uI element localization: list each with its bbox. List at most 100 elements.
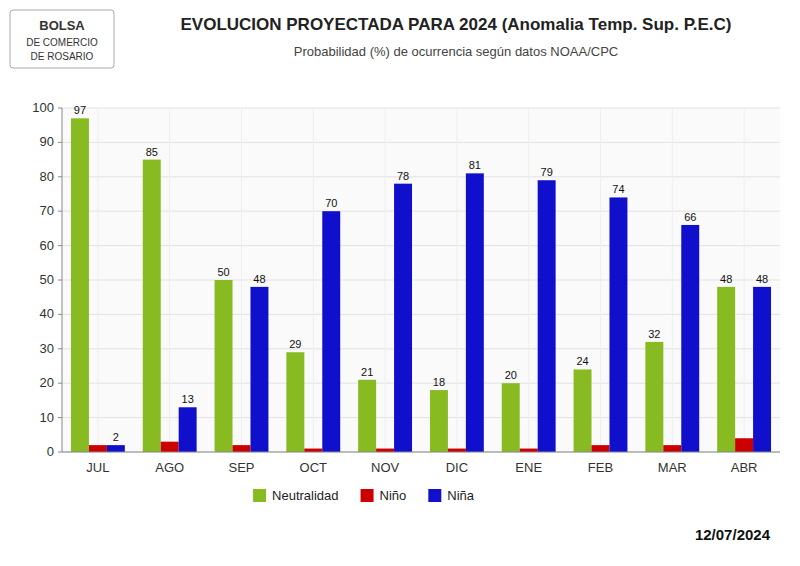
bar (233, 445, 251, 452)
x-grid-line (744, 108, 745, 452)
bar (394, 184, 412, 452)
data-label: 20 (505, 369, 517, 381)
y-tick (58, 108, 62, 109)
data-label: 85 (146, 146, 158, 158)
x-grid-line (97, 108, 98, 452)
legend-swatch (361, 489, 374, 502)
legend: Neutralidad Niño Niña (253, 488, 475, 503)
x-grid-line (528, 108, 529, 452)
x-tick-label: SEP (228, 460, 254, 475)
y-tick-label: 100 (32, 100, 54, 115)
bar (645, 342, 663, 452)
y-tick (58, 348, 62, 349)
bar (304, 449, 322, 452)
axes: 0102030405060708090100JULAGOSEPOCTNOVDIC… (32, 100, 780, 475)
y-tick (58, 211, 62, 212)
x-grid-line (456, 108, 457, 452)
logo: BOLSA DE COMERCIO DE ROSARIO (10, 10, 114, 68)
x-tick-label: AGO (155, 460, 184, 475)
x-grid-line (600, 108, 601, 452)
legend-label: Niña (447, 488, 475, 503)
data-label: 29 (289, 338, 301, 350)
data-label: 66 (684, 211, 696, 223)
y-tick (58, 452, 62, 453)
y-tick-label: 50 (40, 272, 54, 287)
x-tick-label: DIC (446, 460, 468, 475)
bar (753, 287, 771, 452)
bar (89, 445, 107, 452)
legend-swatch (253, 489, 266, 502)
data-label: 2 (113, 431, 119, 443)
data-label: 21 (361, 366, 373, 378)
legend-swatch (428, 489, 441, 502)
y-tick (58, 245, 62, 246)
bars (71, 118, 771, 452)
x-grid-line (169, 108, 170, 452)
y-tick (58, 176, 62, 177)
bar (358, 380, 376, 452)
bar (107, 445, 125, 452)
bar (538, 180, 556, 452)
bar (430, 390, 448, 452)
legend-label: Niño (380, 488, 407, 503)
bar (286, 352, 304, 452)
x-tick-label: NOV (371, 460, 400, 475)
bar (592, 445, 610, 452)
bar (161, 442, 179, 452)
chart-root: BOLSA DE COMERCIO DE ROSARIO EVOLUCION PROY… (0, 0, 800, 566)
y-tick-label: 80 (40, 169, 54, 184)
x-grid-line (672, 108, 673, 452)
y-tick (58, 417, 62, 418)
logo-text: BOLSA (39, 18, 85, 33)
data-label: 24 (576, 355, 588, 367)
y-tick (58, 314, 62, 315)
legend-item: Neutralidad (253, 488, 339, 503)
bar (466, 173, 484, 452)
x-tick-label: MAR (658, 460, 687, 475)
data-label: 48 (253, 273, 265, 285)
data-label: 50 (217, 266, 229, 278)
y-tick-label: 60 (40, 238, 54, 253)
bar (71, 118, 89, 452)
bar (448, 449, 466, 452)
data-label: 32 (648, 328, 660, 340)
data-label: 81 (469, 159, 481, 171)
data-label: 70 (325, 197, 337, 209)
data-label: 13 (182, 393, 194, 405)
bar (215, 280, 233, 452)
y-tick-label: 90 (40, 134, 54, 149)
legend-item: Niño (361, 488, 407, 503)
data-label: 48 (756, 273, 768, 285)
plot-area (62, 108, 780, 452)
bar (322, 211, 340, 452)
logo-text: DE ROSARIO (31, 51, 94, 62)
logo-box (10, 10, 114, 68)
x-tick-label: OCT (300, 460, 328, 475)
y-tick (58, 280, 62, 281)
y-tick-label: 40 (40, 306, 54, 321)
bar (179, 407, 197, 452)
logo-text: DE COMERCIO (26, 37, 98, 48)
y-tick-label: 30 (40, 341, 54, 356)
bar (717, 287, 735, 452)
legend-label: Neutralidad (272, 488, 339, 503)
bar (376, 449, 394, 452)
x-axis-line (62, 452, 780, 453)
y-tick-label: 0 (47, 444, 54, 459)
bar (520, 449, 538, 452)
bar (250, 287, 268, 452)
y-tick-label: 10 (40, 410, 54, 425)
data-label: 79 (541, 166, 553, 178)
data-label: 18 (433, 376, 445, 388)
y-tick-label: 20 (40, 375, 54, 390)
bar (681, 225, 699, 452)
title: EVOLUCION PROYECTADA PARA 2024 (Anomalia… (180, 15, 731, 34)
data-label: 74 (612, 183, 624, 195)
x-grid-line (241, 108, 242, 452)
y-tick-label: 70 (40, 203, 54, 218)
data-label: 48 (720, 273, 732, 285)
x-tick-label: ENE (515, 460, 542, 475)
x-grid-line (385, 108, 386, 452)
subtitle: Probabilidad (%) de ocurrencia según dat… (294, 44, 618, 59)
y-tick (58, 142, 62, 143)
